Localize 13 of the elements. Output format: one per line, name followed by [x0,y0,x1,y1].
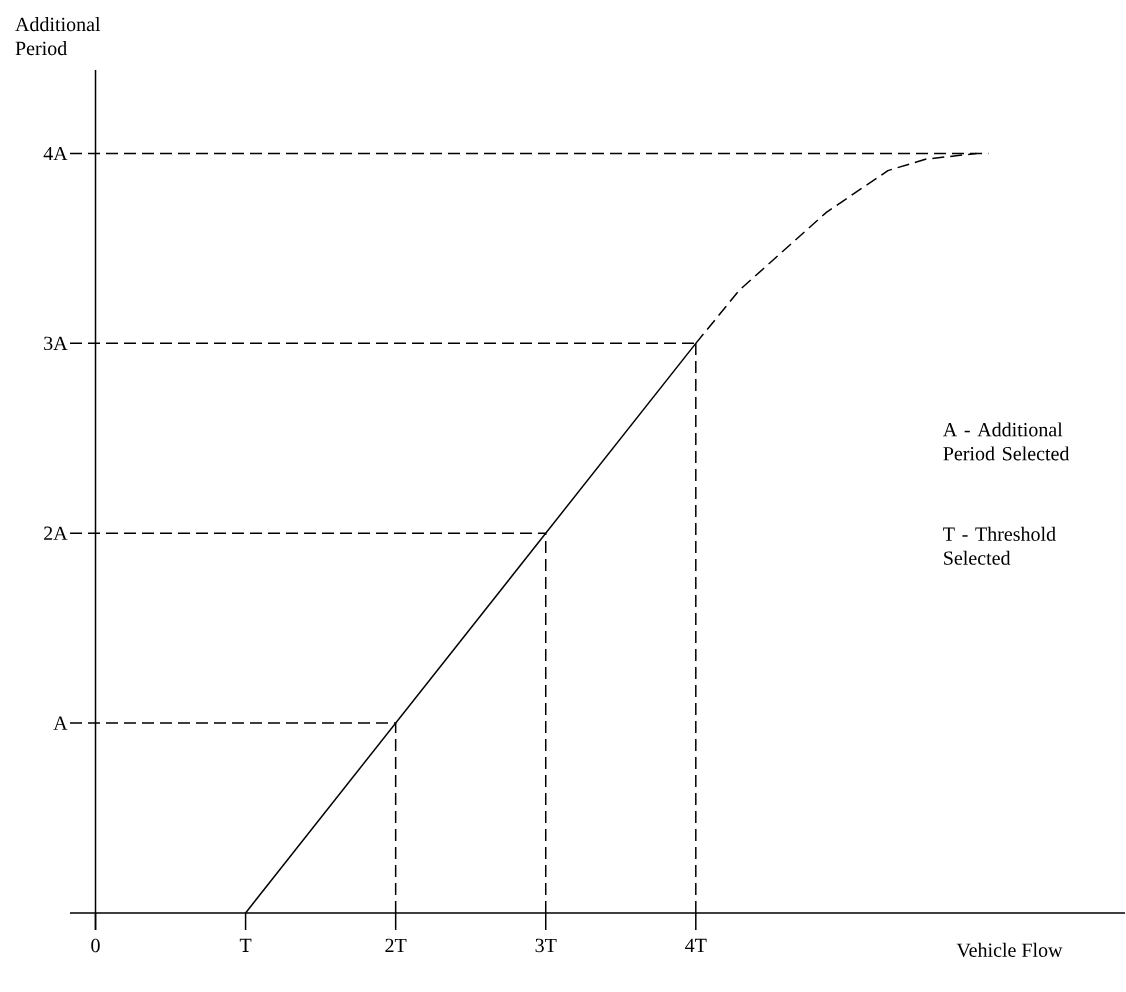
y-tick-label: 3A [44,336,68,351]
y-tick-label: 4A [43,146,68,161]
x-tick-label: 3T [535,938,557,953]
y-tick-label: A [53,716,68,730]
x-tick-label: 2T [385,938,407,953]
y-axis-title: Additional Period [15,17,101,56]
annotation: A - Additional Period Selected [942,422,1070,461]
x-tick-label: 4T [685,938,707,952]
x-tick-label: T [239,938,252,952]
x-axis-title: Vehicle Flow [956,942,1063,958]
annotation: T - Threshold Selected [943,526,1056,565]
y-tick-label: 2A [44,526,68,540]
x-tick-label: 0 [91,938,100,953]
